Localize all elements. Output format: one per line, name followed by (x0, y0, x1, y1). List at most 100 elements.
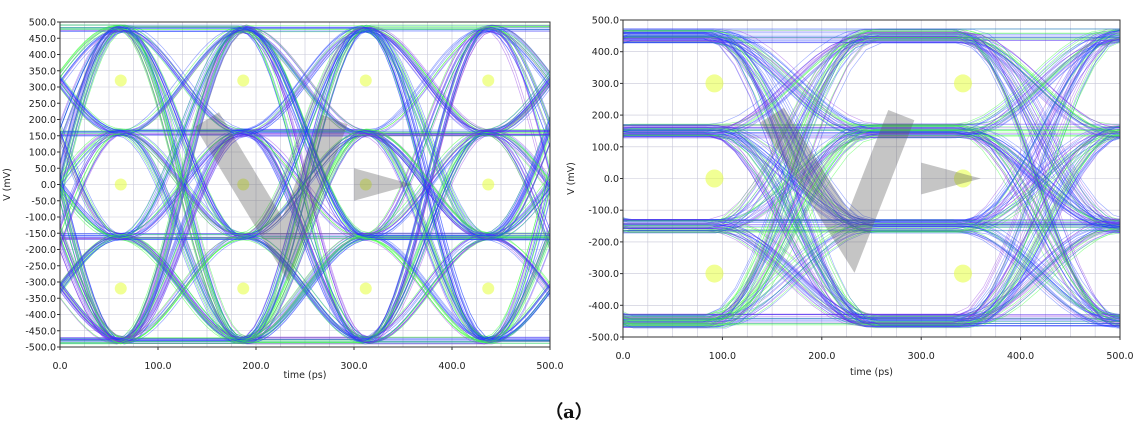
eye-trace (623, 34, 1120, 38)
eye-trace (623, 134, 1120, 326)
eye-trace (623, 32, 1120, 319)
eye-trace (60, 133, 550, 342)
eye-trace (60, 130, 550, 339)
trace-bundle (623, 28, 1120, 329)
eye-trace (623, 218, 1120, 315)
eye-trace (60, 29, 550, 284)
eye-trace (623, 42, 1120, 138)
eye-trace (60, 233, 550, 339)
eye-trace (623, 29, 1120, 316)
eye-trace (623, 39, 1120, 135)
eye-trace (60, 25, 550, 339)
eye-trace (60, 28, 550, 341)
x-tick-label: 100.0 (144, 361, 171, 372)
eye-trace (623, 136, 1120, 328)
eye-trace (623, 35, 1120, 224)
eye-trace (623, 131, 1120, 227)
eye-trace (60, 30, 550, 344)
eye-trace (623, 135, 1120, 326)
eye-trace (60, 30, 550, 344)
eye-trace (60, 29, 550, 343)
y-tick-label: 500.0 (29, 18, 56, 29)
eye-trace (60, 27, 550, 341)
eye-trace (623, 36, 1120, 228)
eye-trace (60, 235, 550, 344)
eye-trace (60, 27, 550, 341)
eye-trace (623, 41, 1120, 328)
eye-trace (623, 36, 1120, 321)
eye-trace (623, 138, 1120, 328)
eye-trace (60, 27, 550, 340)
eye-trace (623, 40, 1120, 232)
eye-trace (60, 29, 550, 202)
eye-trace (60, 27, 550, 236)
eye-trace (623, 30, 1120, 317)
y-tick-label: -300.0 (25, 278, 56, 289)
y-tick-label: -500.0 (588, 333, 619, 344)
eye-trace (60, 26, 550, 339)
eye-trace (623, 37, 1120, 133)
eye-trace (623, 136, 1120, 327)
eye-trace (60, 77, 550, 339)
eye-trace (60, 162, 550, 342)
eye-trace (60, 28, 550, 238)
eye-trace (60, 81, 550, 339)
eye-trace (623, 128, 1120, 319)
eye-trace (623, 131, 1120, 323)
eye-trace (623, 133, 1120, 229)
eye-trace (60, 75, 550, 235)
eye-trace (623, 33, 1120, 225)
y-tick-label: -100.0 (588, 206, 619, 217)
eye-trace (623, 124, 1120, 316)
eye-trace (623, 37, 1120, 229)
eye-trace (623, 226, 1120, 323)
eye-trace (60, 115, 550, 234)
x-axis-label: time (ps) (850, 367, 893, 378)
eye-trace (623, 127, 1120, 224)
eye-trace (60, 30, 550, 344)
y-tick-label: -50.0 (31, 196, 56, 207)
eye-trace (623, 39, 1120, 137)
eye-trace (60, 31, 550, 240)
x-tick-label: 300.0 (340, 361, 367, 372)
eye-trace (60, 29, 550, 343)
eye-trace (60, 26, 550, 340)
eye-trace (623, 32, 1120, 224)
eye-trace (60, 31, 550, 345)
eye-trace (623, 31, 1120, 318)
eye-trace (60, 78, 550, 343)
eye-trace (623, 29, 1120, 218)
eye-trace (623, 227, 1120, 324)
eye-trace (60, 29, 550, 239)
eye-trace (60, 28, 550, 342)
eye-trace (60, 135, 550, 299)
eye-trace (623, 131, 1120, 323)
eye-trace (623, 38, 1120, 325)
eye-trace (623, 134, 1120, 326)
eye-trace (623, 37, 1120, 324)
eye-trace (60, 27, 550, 237)
y-tick-label: 100.0 (29, 148, 56, 159)
eye-trace (623, 35, 1120, 227)
eye-trace (623, 224, 1120, 226)
eye-trace (623, 31, 1120, 221)
eye-trace (623, 37, 1120, 229)
eye-trace (623, 132, 1120, 324)
eye-trace (623, 28, 1120, 220)
eye-trace (623, 228, 1120, 324)
y-tick-label: -500.0 (25, 343, 56, 354)
crossing-point (237, 74, 250, 87)
eye-trace (60, 236, 550, 341)
eye-trace (623, 37, 1120, 134)
trace-bundle (60, 24, 550, 345)
eye-trace (60, 24, 550, 338)
eye-trace (60, 285, 550, 340)
eye-trace (60, 81, 550, 340)
eye-trace (623, 135, 1120, 326)
eye-trace (60, 31, 550, 240)
eye-trace (623, 30, 1120, 221)
eye-trace (623, 124, 1120, 220)
eye-trace (623, 30, 1120, 317)
eye-trace (60, 233, 550, 338)
eye-trace (60, 31, 550, 292)
